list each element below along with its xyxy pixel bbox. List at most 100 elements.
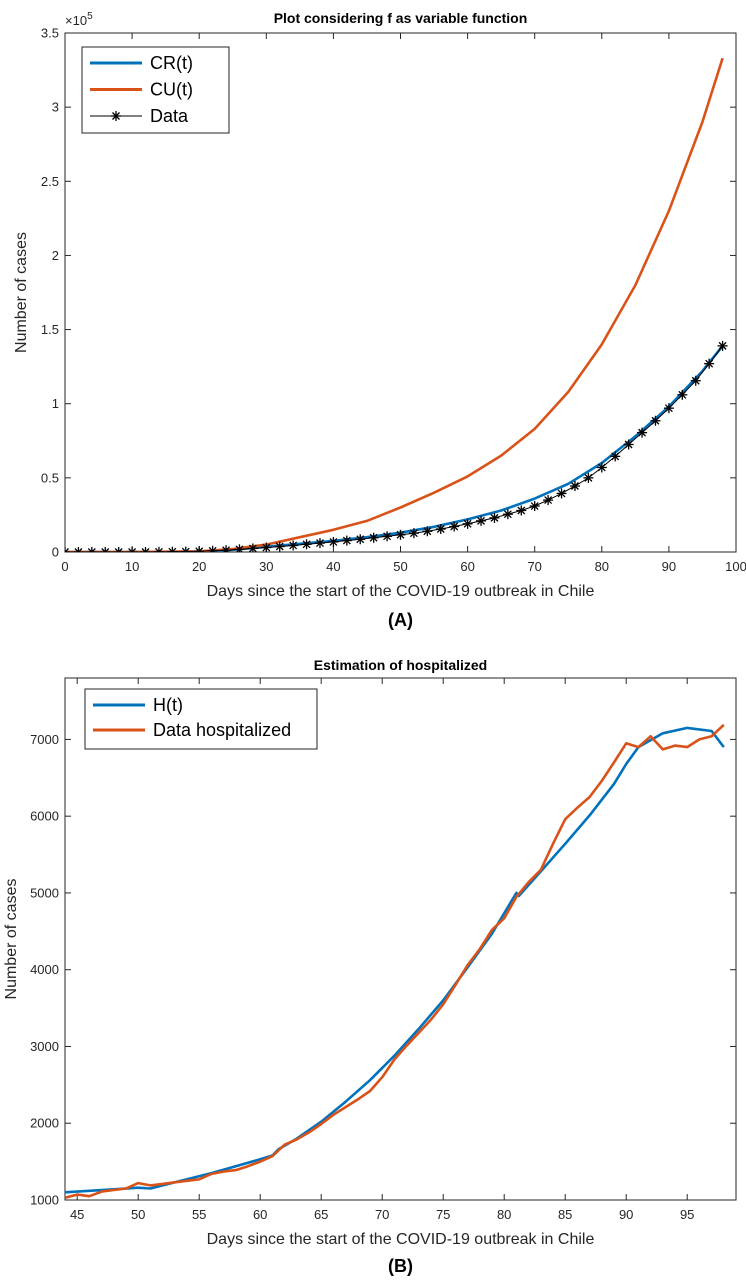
exponent-power: 5 xyxy=(87,11,93,22)
legend-label-1: Data hospitalized xyxy=(153,720,291,740)
data-point xyxy=(435,524,446,535)
data-point xyxy=(717,340,728,351)
legend-label-0: CR(t) xyxy=(150,53,193,73)
data-point xyxy=(408,528,419,539)
y-tick-label: 1.5 xyxy=(41,322,59,337)
x-tick-label: 70 xyxy=(375,1207,389,1222)
data-point xyxy=(314,538,325,549)
data-point xyxy=(207,545,218,552)
legend-label-0: H(t) xyxy=(153,695,183,715)
data-point xyxy=(677,389,688,400)
legend-marker xyxy=(111,111,121,121)
data-point xyxy=(543,495,554,506)
x-tick-label: 95 xyxy=(680,1207,694,1222)
plot-title: Plot considering f as variable function xyxy=(274,10,528,26)
y-exponent-label: ×105 xyxy=(65,11,93,28)
x-tick-label: 40 xyxy=(326,559,340,574)
data-point xyxy=(194,546,205,552)
y-tick-label: 3.5 xyxy=(41,26,59,41)
x-tick-label: 50 xyxy=(131,1207,145,1222)
x-tick-label: 60 xyxy=(460,559,474,574)
y-tick-label: 0 xyxy=(52,545,59,560)
data-point xyxy=(476,515,487,526)
data-point xyxy=(623,439,634,450)
series-line-0 xyxy=(65,726,725,1194)
data-point xyxy=(529,501,540,512)
legend: H(t) Data hospitalized xyxy=(84,688,318,750)
y-tick-label: 5000 xyxy=(30,885,59,900)
x-tick-label: 50 xyxy=(393,559,407,574)
x-tick-label: 90 xyxy=(619,1207,633,1222)
x-tick-label: 0 xyxy=(61,559,68,574)
data-point xyxy=(113,547,124,552)
x-tick-label: 70 xyxy=(527,559,541,574)
data-point xyxy=(704,358,715,369)
x-tick-label: 100 xyxy=(725,559,746,574)
data-point xyxy=(382,531,393,542)
y-tick-label: 7000 xyxy=(30,732,59,747)
x-tick-label: 75 xyxy=(436,1207,450,1222)
series-group xyxy=(65,723,725,1199)
y-axis-title: Number of cases xyxy=(13,232,30,353)
data-point xyxy=(86,547,97,552)
data-point xyxy=(301,539,312,550)
y-tick-label: 1000 xyxy=(30,1193,59,1208)
data-point xyxy=(610,451,621,462)
series-group xyxy=(65,57,728,552)
x-axis-title: Days since the start of the COVID-19 out… xyxy=(207,583,595,600)
x-tick-label: 85 xyxy=(558,1207,572,1222)
data-point xyxy=(274,541,285,552)
legend-label-1: CU(t) xyxy=(150,80,193,100)
x-tick-label: 65 xyxy=(314,1207,328,1222)
data-point xyxy=(502,509,513,520)
x-tick-label: 10 xyxy=(125,559,139,574)
axes-box xyxy=(64,677,737,1201)
data-point xyxy=(73,547,84,552)
panel-b: 45 50 55 60 65 70 75 80 85 90 95 1000 2000 3000 4000 50… xyxy=(3,657,737,1276)
panel-label: (A) xyxy=(388,610,413,630)
data-point xyxy=(180,546,191,552)
x-tick-label: 90 xyxy=(662,559,676,574)
x-tick-label: 80 xyxy=(497,1207,511,1222)
data-point xyxy=(489,512,500,523)
y-tick-label: 3000 xyxy=(30,1039,59,1054)
data-point xyxy=(221,545,232,552)
y-tick-label: 3 xyxy=(52,100,59,115)
data-point xyxy=(288,540,299,551)
data-point xyxy=(449,521,460,532)
data-point xyxy=(569,481,580,492)
y-tick-label: 0.5 xyxy=(41,470,59,485)
data-point xyxy=(516,505,527,516)
series-line-1 xyxy=(65,57,724,552)
y-axis-title: Number of cases xyxy=(3,879,20,1000)
y-tick-label: 2.5 xyxy=(41,174,59,189)
data-point xyxy=(100,547,111,552)
data-point xyxy=(596,462,607,473)
panel-label: (B) xyxy=(388,1256,413,1276)
x-tick-label: 30 xyxy=(259,559,273,574)
data-point xyxy=(234,544,245,552)
data-point xyxy=(127,547,138,552)
x-tick-label: 60 xyxy=(253,1207,267,1222)
y-tick-label: 2 xyxy=(52,248,59,263)
data-point xyxy=(583,472,594,483)
data-point xyxy=(140,547,151,552)
data-point xyxy=(328,536,339,547)
data-point xyxy=(663,403,674,414)
y-tick-label: 2000 xyxy=(30,1116,59,1131)
y-tick-label: 4000 xyxy=(30,962,59,977)
x-tick-label: 45 xyxy=(70,1207,84,1222)
y-tick-label: 6000 xyxy=(30,809,59,824)
data-point xyxy=(637,427,648,438)
data-point xyxy=(462,518,473,529)
series-line-1 xyxy=(65,723,725,1199)
data-point xyxy=(368,532,379,543)
plot-title: Estimation of hospitalized xyxy=(314,657,487,673)
legend: CR(t) CU(t) Data xyxy=(81,46,230,134)
legend-box xyxy=(84,688,318,750)
series-line-2 xyxy=(65,345,723,552)
data-point xyxy=(355,534,366,545)
panel-a: 0 10 20 30 40 50 60 70 80 90 100 0 0.5 1 1.5 2 2.5 3 3.5 ×1… xyxy=(13,10,746,630)
